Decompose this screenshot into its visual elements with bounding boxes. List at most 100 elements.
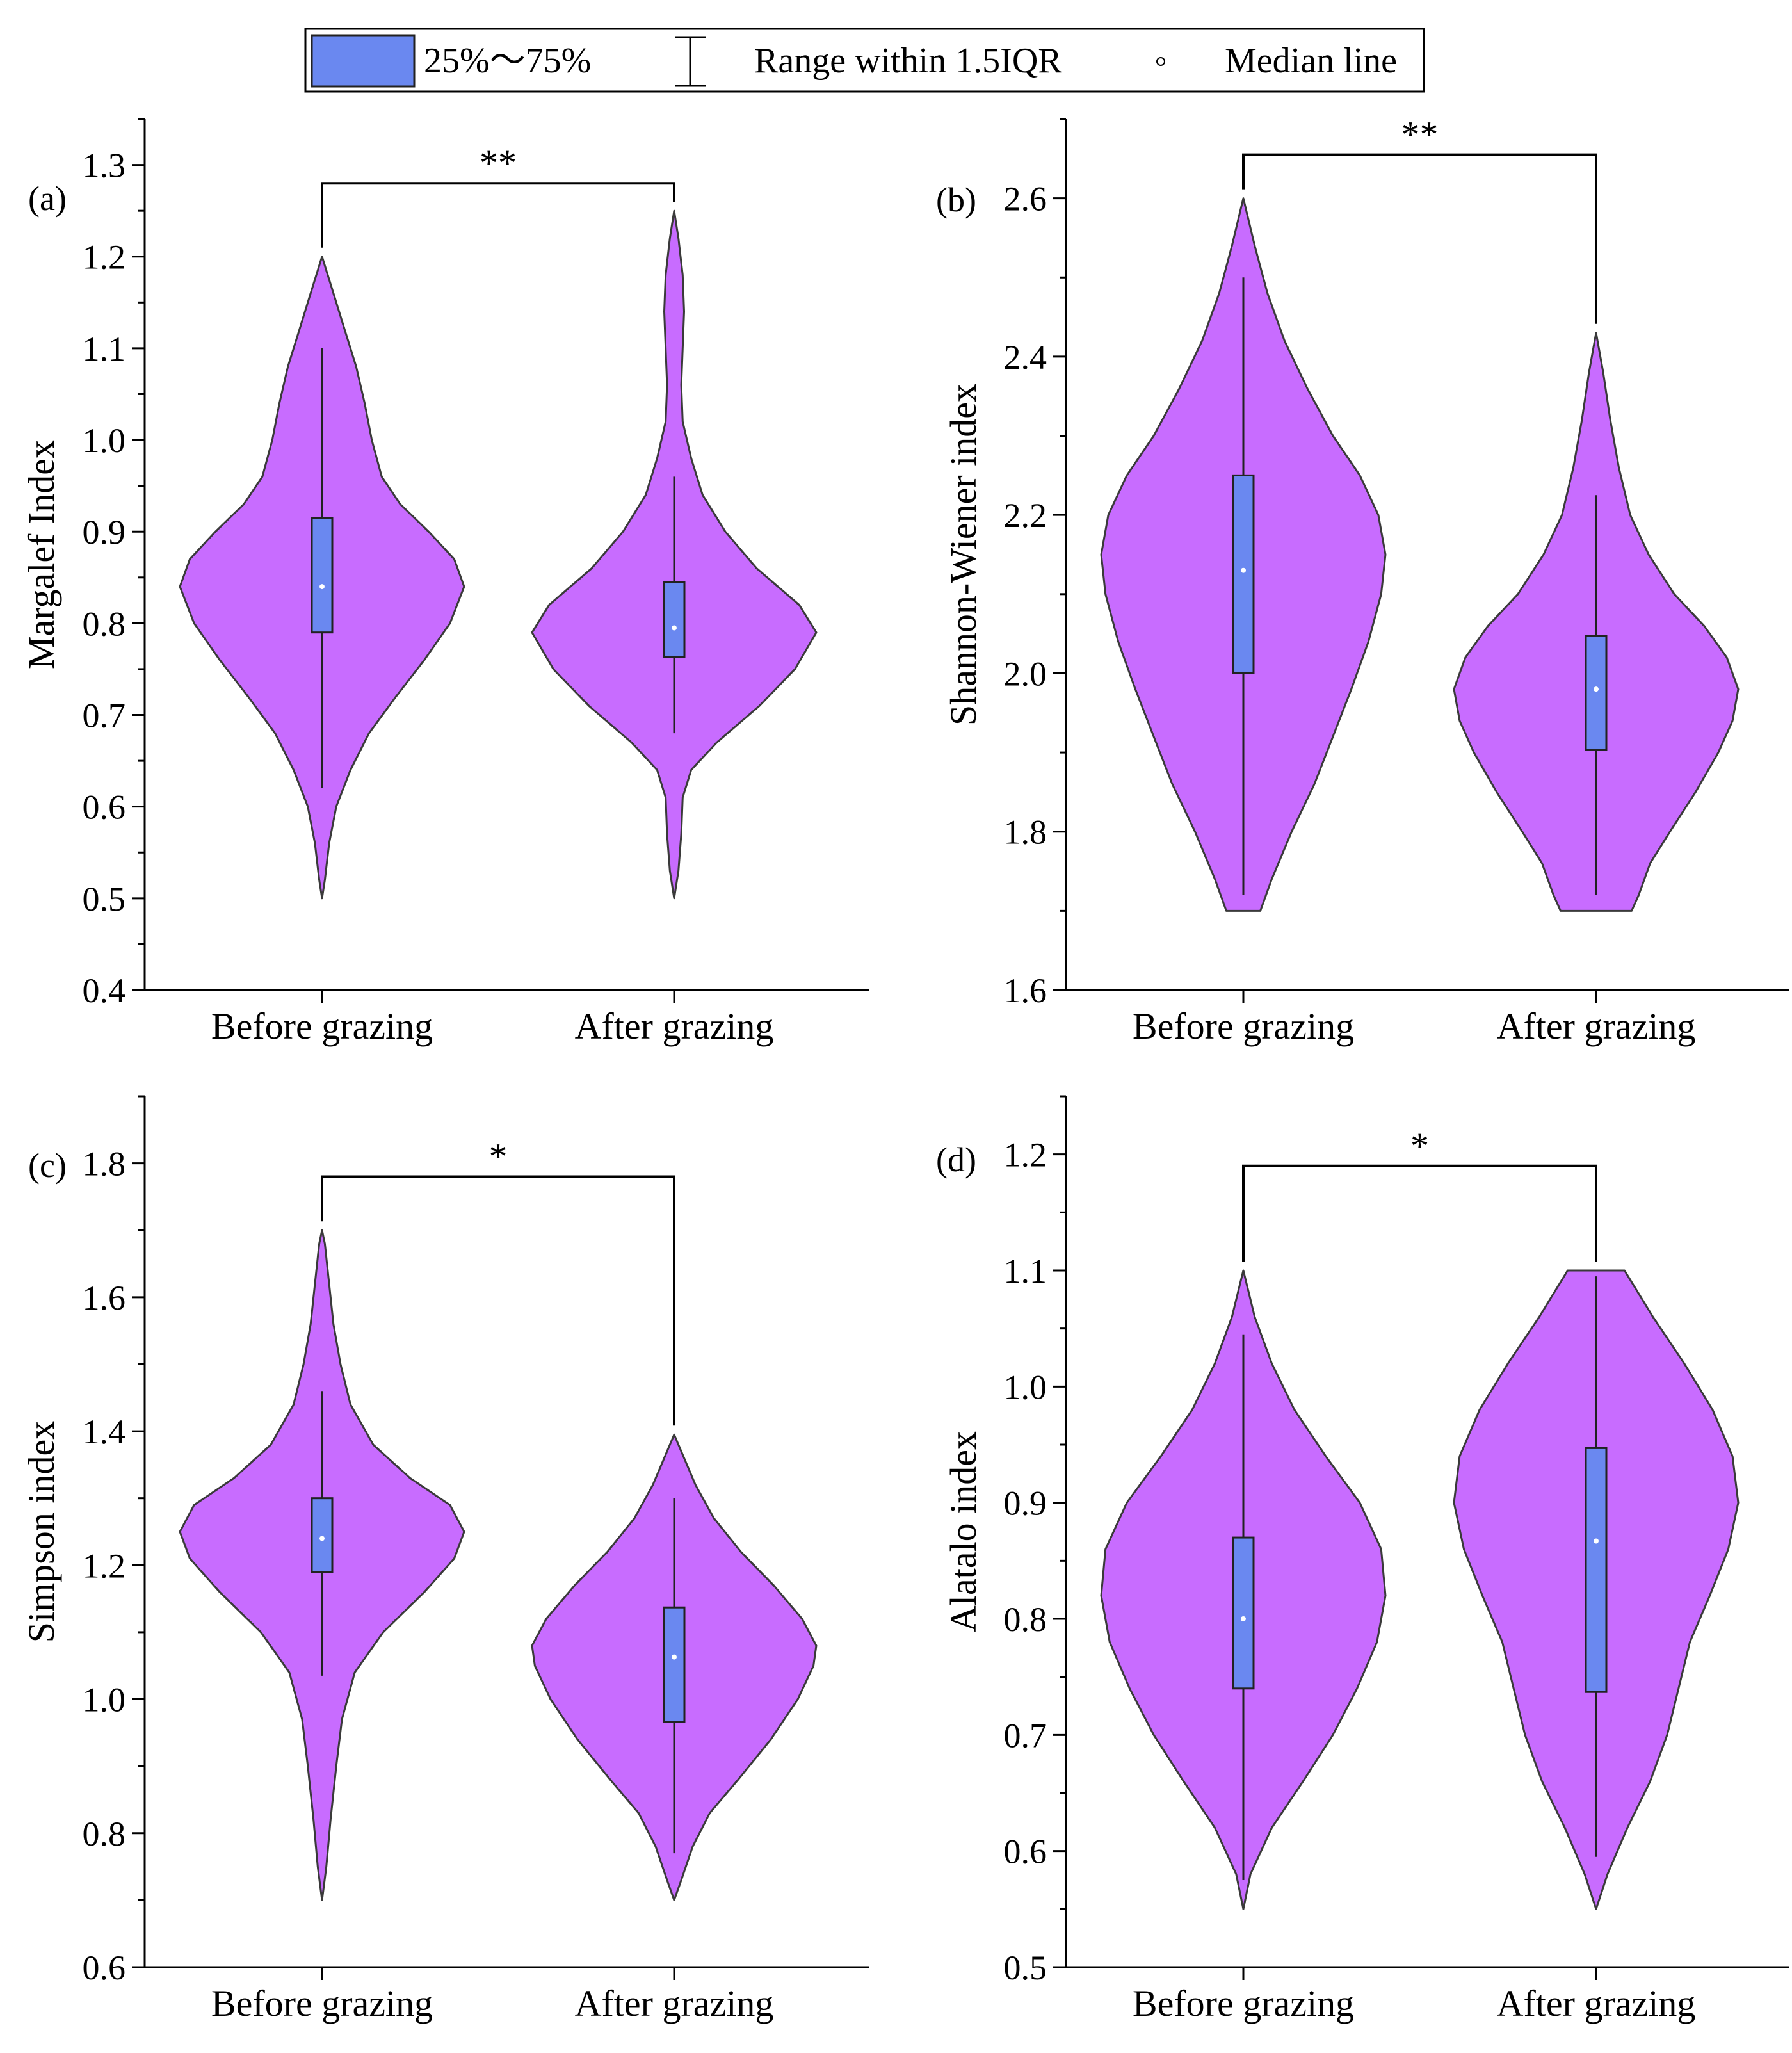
significance-label: * xyxy=(489,1136,508,1178)
significance-label: * xyxy=(1410,1125,1429,1167)
y-tick-label: 0.4 xyxy=(83,971,126,1010)
y-tick-label: 1.6 xyxy=(1004,971,1047,1010)
y-tick-label: 1.1 xyxy=(83,330,126,368)
y-tick-label: 0.7 xyxy=(1004,1716,1047,1755)
y-tick-label: 0.9 xyxy=(1004,1484,1047,1523)
panel-shannon-wiener: (b) Shannon-Wiener index 1.6 1.8 2.0 2.2 2.4… xyxy=(936,114,1789,1047)
x-tick-label: After grazing xyxy=(1497,1005,1696,1047)
y-axis: 0.4 0.5 0.6 0.7 0.8 0.9 1.0 1.1 1.2 1.3 xyxy=(83,118,146,1010)
y-axis: 1.6 1.8 2.0 2.2 2.4 2.6 xyxy=(1004,118,1067,1010)
x-tick-label: Before grazing xyxy=(1133,1005,1354,1047)
x-tick-label: Before grazing xyxy=(1133,1983,1354,2024)
y-tick-label: 2.4 xyxy=(1004,338,1047,377)
panel-simpson: (c) Simpson index 0.60.81.01.21.41.61.8 … xyxy=(20,1095,869,2024)
significance-bracket: ** xyxy=(321,142,675,248)
x-tick-label: Before grazing xyxy=(211,1005,433,1047)
iqr-box xyxy=(1585,1447,1608,1693)
y-tick-label: 1.8 xyxy=(1004,813,1047,852)
legend-frame xyxy=(304,28,1425,93)
median-dot xyxy=(672,625,677,631)
violins xyxy=(1100,197,1740,912)
y-tick-label: 1.1 xyxy=(1004,1252,1047,1290)
bracket-line xyxy=(1242,153,1597,324)
significance-bracket: * xyxy=(1242,1125,1597,1262)
y-axis: 0.5 0.6 0.7 0.8 0.9 1.0 1.1 1.2 xyxy=(1004,1095,1067,1987)
panel-margalef: (a) Margalef Index 0.4 0.5 0.6 0.7 0.8 0.9 1.0… xyxy=(20,118,869,1047)
x-tick-label: After grazing xyxy=(575,1983,774,2024)
x-axis: Before grazing After grazing xyxy=(145,989,869,1047)
significance-label: ** xyxy=(480,142,517,184)
y-tick-label: 0.6 xyxy=(83,788,126,827)
y-axis-title: Alatalo index xyxy=(942,1431,984,1632)
y-axis-title: Shannon-Wiener index xyxy=(942,384,984,726)
y-axis-title: Margalef Index xyxy=(20,440,62,669)
x-tick-label: After grazing xyxy=(575,1005,774,1047)
median-dot xyxy=(1594,1538,1599,1544)
x-axis: Before grazing After grazing xyxy=(145,1966,869,2024)
bracket-line xyxy=(321,1175,675,1426)
significance-label: ** xyxy=(1401,114,1439,156)
violins xyxy=(1100,1269,1740,1910)
iqr-box xyxy=(663,1606,686,1723)
violins xyxy=(179,1229,818,1901)
x-tick-label: After grazing xyxy=(1497,1983,1696,2024)
significance-bracket: ** xyxy=(1242,114,1597,324)
y-tick-label: 1.6 xyxy=(83,1279,126,1317)
y-tick-label: 1.3 xyxy=(83,147,126,185)
violins xyxy=(179,209,818,900)
y-tick-label: 0.8 xyxy=(1004,1600,1047,1639)
legend-whisker-icon xyxy=(675,36,706,87)
median-dot xyxy=(1594,686,1599,692)
significance-bracket: * xyxy=(321,1136,675,1426)
bracket-line xyxy=(1242,1164,1597,1262)
legend-median-icon xyxy=(1156,57,1165,66)
bracket-line xyxy=(321,182,675,248)
median-dot xyxy=(672,1654,677,1660)
y-tick-label: 2.2 xyxy=(1004,496,1047,535)
iqr-box xyxy=(1585,635,1608,751)
y-tick-label: 0.5 xyxy=(1004,1949,1047,1987)
median-dot xyxy=(319,584,325,590)
panel-label: (d) xyxy=(936,1140,976,1179)
y-tick-label: 1.2 xyxy=(1004,1136,1047,1174)
panel-label: (b) xyxy=(936,181,976,219)
iqr-box xyxy=(1232,474,1255,674)
median-dot xyxy=(319,1536,325,1541)
y-tick-label: 0.8 xyxy=(83,605,126,643)
legend-median-label: Median line xyxy=(1225,41,1397,81)
median-dot xyxy=(1241,567,1246,573)
y-axis-title: Simpson index xyxy=(20,1421,62,1643)
panel-label: (c) xyxy=(28,1146,67,1185)
panel-alatalo: (d) Alatalo index 0.5 0.6 0.7 0.8 0.9 1.0 1.1 1… xyxy=(936,1095,1789,2024)
iqr-box xyxy=(1232,1536,1255,1690)
y-tick-label: 0.5 xyxy=(83,880,126,918)
legend-box-swatch xyxy=(311,34,416,88)
y-tick-label: 2.0 xyxy=(1004,654,1047,693)
x-axis: Before grazing After grazing xyxy=(1066,989,1789,1047)
legend: 25%～75% Range within 1.5IQR Median line xyxy=(304,28,1425,93)
y-tick-label: 1.8 xyxy=(83,1145,126,1183)
y-tick-label: 1.0 xyxy=(1004,1368,1047,1406)
iqr-box xyxy=(311,1497,334,1573)
y-tick-label: 0.7 xyxy=(83,697,126,735)
y-tick-label: 0.8 xyxy=(83,1815,126,1853)
x-tick-label: Before grazing xyxy=(211,1983,433,2024)
y-tick-label: 1.2 xyxy=(83,238,126,277)
y-tick-label: 0.9 xyxy=(83,513,126,551)
y-tick-label: 1.0 xyxy=(83,1681,126,1719)
iqr-box xyxy=(311,517,334,634)
y-tick-label: 1.2 xyxy=(83,1546,126,1585)
y-tick-label: 1.0 xyxy=(83,421,126,460)
legend-whisker-label: Range within 1.5IQR xyxy=(754,41,1062,81)
y-tick-label: 2.6 xyxy=(1004,180,1047,218)
median-dot xyxy=(1241,1616,1246,1621)
iqr-box xyxy=(663,581,686,658)
y-tick-label: 0.6 xyxy=(1004,1833,1047,1871)
y-axis: 0.6 0.8 1.0 1.2 1.4 1.6 1.8 xyxy=(83,1095,146,1987)
legend-box-label: 25%～75% xyxy=(424,41,591,81)
x-axis: Before grazing After grazing xyxy=(1066,1966,1789,2024)
panel-label: (a) xyxy=(28,179,67,218)
y-tick-label: 0.6 xyxy=(83,1949,126,1987)
y-tick-label: 1.4 xyxy=(83,1413,126,1451)
